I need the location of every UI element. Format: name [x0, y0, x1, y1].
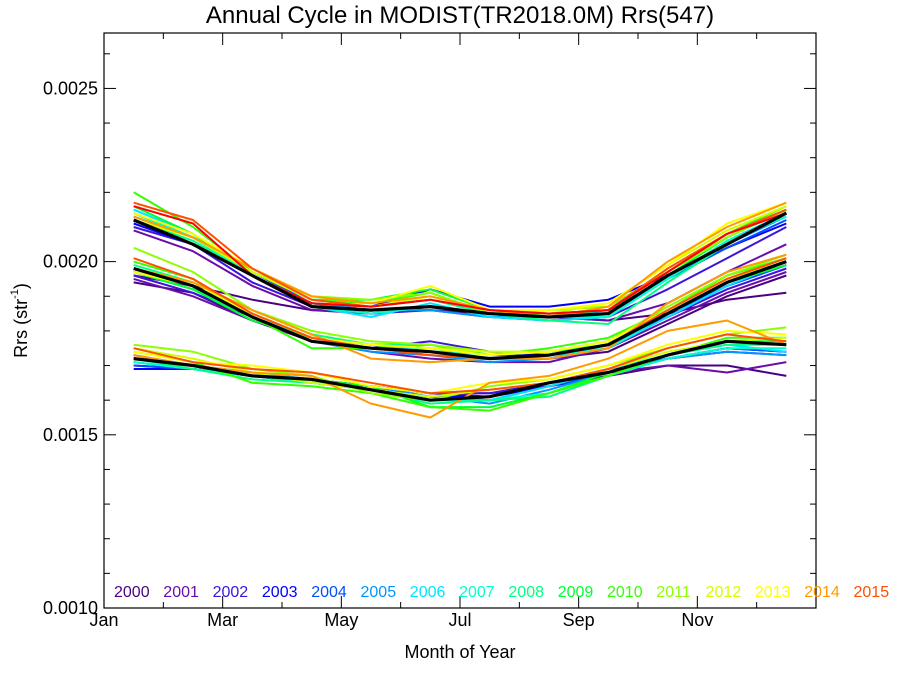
legend-item-2011: 2011 — [656, 584, 691, 601]
series-line-2013-lower — [133, 329, 787, 395]
legend-item-2007: 2007 — [459, 584, 495, 601]
legend-item-2012: 2012 — [706, 584, 742, 601]
x-tick-label: Mar — [207, 610, 238, 630]
legend-item-2008: 2008 — [508, 584, 544, 601]
series-line-2014-middle — [133, 253, 787, 364]
y-axis-label-superscript: -1 — [9, 289, 21, 299]
x-tick-label: Nov — [681, 610, 713, 630]
mean-line-middle-mean — [133, 260, 787, 361]
legend-item-2006: 2006 — [410, 584, 446, 601]
legend-item-2014: 2014 — [804, 584, 840, 601]
x-tick-label: Jul — [448, 610, 471, 630]
legend: 2000 2001 2002 2003 2004 2005 2006 2007 2008 2009… — [114, 584, 889, 601]
series-line-2015-middle — [133, 257, 787, 360]
y-axis-label-suffix: ) — [11, 283, 31, 289]
series-line-2011-middle — [133, 246, 787, 353]
mean-line-lower-mean — [133, 339, 787, 402]
y-tick-label: 0.0020 — [43, 252, 98, 272]
mean-line-upper-mean — [133, 211, 788, 319]
legend-item-2000: 2000 — [114, 584, 150, 601]
legend-item-2013: 2013 — [755, 584, 791, 601]
legend-item-2009: 2009 — [558, 584, 594, 601]
series-line-2015-lower — [133, 333, 787, 395]
legend-item-2002: 2002 — [213, 584, 249, 601]
chart-title: Annual Cycle in MODIST(TR2018.0M) Rrs(54… — [205, 2, 715, 29]
series-layer — [133, 191, 788, 419]
series-line-2014-lower — [133, 319, 787, 419]
series-line-extra-upper — [133, 205, 787, 315]
x-tick-label: May — [324, 610, 358, 630]
y-axis-label: Rrs (str-1) — [9, 283, 31, 358]
legend-item-2005: 2005 — [361, 584, 397, 601]
legend-item-2010: 2010 — [607, 584, 643, 601]
legend-item-2015: 2015 — [854, 584, 890, 601]
y-tick-label: 0.0015 — [43, 425, 98, 445]
legend-item-2003: 2003 — [262, 584, 298, 601]
y-tick-label: 0.0010 — [43, 598, 98, 618]
y-tick-label: 0.0025 — [43, 78, 98, 98]
legend-item-2004: 2004 — [311, 584, 347, 601]
plot-frame — [103, 32, 817, 609]
legend-item-2001: 2001 — [163, 584, 199, 601]
series-line-2014-upper — [133, 201, 787, 318]
x-axis-label: Month of Year — [404, 642, 515, 662]
axes-layer: Jan Mar May Jul Sep Nov 0.0010 0.0015 0.0020 0.00… — [43, 33, 817, 630]
x-tick-label: Sep — [563, 610, 595, 630]
series-line-2012-lower — [133, 336, 787, 398]
x-tick-label: Jan — [89, 610, 118, 630]
y-axis-label-prefix: Rrs (str — [11, 299, 31, 358]
